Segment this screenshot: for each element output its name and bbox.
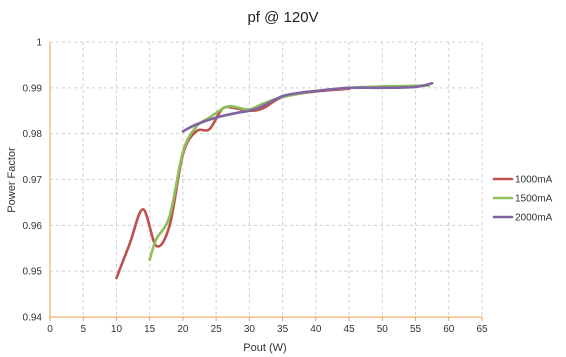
data-point [282,95,284,97]
data-point [248,110,250,112]
data-point [235,106,237,108]
grid [50,41,483,317]
series-line-2000mA [181,81,434,133]
data-point [195,126,197,128]
x-tick-label: 50 [377,324,389,335]
x-tick-label: 60 [443,324,455,335]
y-tick-label: 0.99 [23,83,43,94]
data-point [142,208,144,210]
y-tick-label: 1 [36,38,42,49]
data-point [195,130,197,132]
data-point [381,87,383,89]
chart-title: pf @ 120V [247,9,318,26]
y-tick-label: 0.98 [23,129,43,140]
x-axis-label: Pout (W) [243,342,286,354]
data-point [262,103,264,105]
data-point [262,105,264,107]
x-tick-label: 45 [344,324,356,335]
data-point [301,91,304,94]
x-tick-label: 30 [244,324,256,335]
x-tick-label: 25 [211,324,223,335]
data-point [208,128,211,130]
data-point [182,130,184,132]
legend: 1000mA 1500mA 2000mA [492,175,553,224]
data-point [149,259,151,261]
axes [49,42,483,321]
data-point [182,151,184,153]
y-tick-label: 0.97 [23,175,43,186]
x-tick-label: 0 [47,324,53,335]
data-point [414,86,417,88]
y-tick-label: 0.95 [23,267,43,278]
y-axis-label: Power Factor [6,147,18,213]
data-point [431,82,433,84]
x-tick-label: 65 [476,324,488,335]
series-line-1500mA [148,84,431,262]
data-point [315,90,317,92]
y-tick-label: 0.96 [23,221,43,232]
data-point [215,117,217,119]
y-tick-label: 0.94 [23,313,43,324]
x-tick-label: 55 [410,324,422,335]
data-point [129,243,131,245]
x-tick-label: 10 [111,324,123,335]
x-tick-label: 5 [80,324,86,335]
data-point [208,117,211,119]
data-point [228,105,231,107]
x-tick-label: 20 [177,324,189,335]
data-point [115,277,118,279]
legend-label-1000mA: 1000mA [515,175,553,186]
series-lines [115,81,434,280]
data-point [348,87,350,89]
data-point [195,123,197,126]
x-tick-label: 15 [144,324,156,335]
data-point [155,238,157,240]
x-tick-label: 40 [310,324,322,335]
legend-label-2000mA: 2000mA [515,213,553,224]
data-point [235,112,237,114]
data-point [155,245,157,247]
data-point [169,224,171,226]
data-point [262,107,264,110]
legend-label-1500mA: 1500mA [515,194,553,205]
data-point [222,107,224,110]
x-tick-label: 35 [277,324,289,335]
data-point [169,215,171,217]
